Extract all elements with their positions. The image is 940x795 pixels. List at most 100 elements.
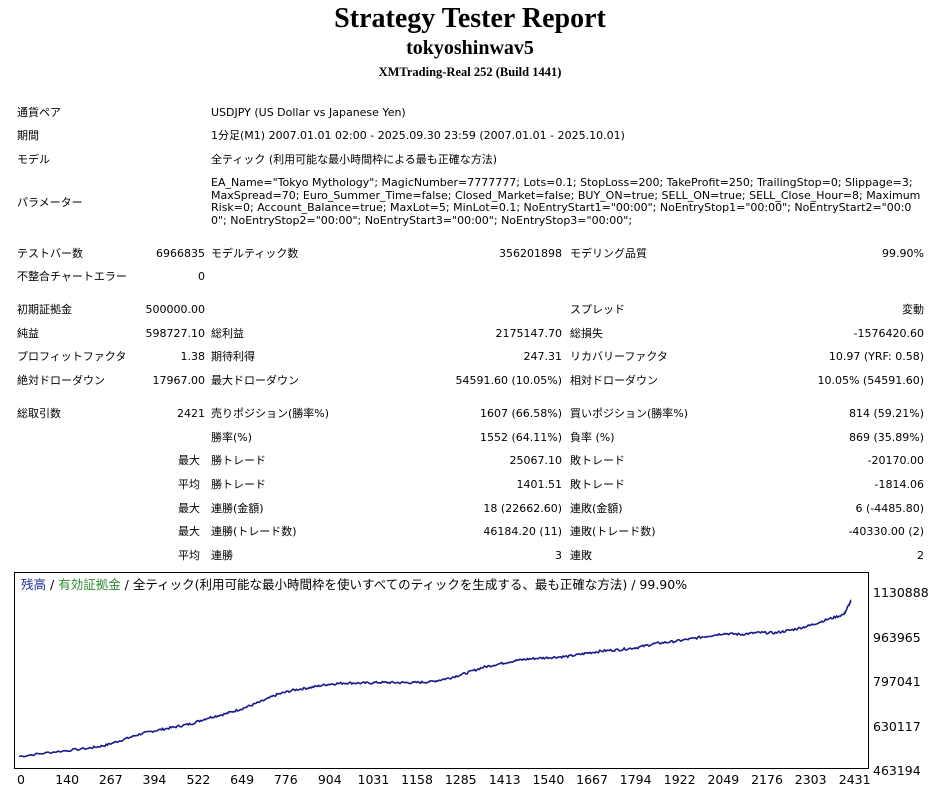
x-tick-label: 1794: [619, 772, 652, 787]
max-label-1: 最大: [178, 454, 200, 467]
model-value: 全ティック (利用可能な最小時間枠による最も正確な方法): [211, 153, 498, 166]
y-tick-label: 1130888: [873, 585, 929, 600]
chart-legend: 残高 / 有効証拠金 / 全ティック(利用可能な最小時間枠を使いすべてのティック…: [21, 577, 687, 593]
rel-dd-label: 相対ドローダウン: [570, 374, 658, 387]
x-tick-label: 1413: [488, 772, 521, 787]
deposit-value: 500000.00: [145, 303, 206, 316]
legend-balance: 残高: [21, 577, 47, 592]
x-tick-label: 1285: [444, 772, 477, 787]
x-tick-label: 2303: [794, 772, 827, 787]
x-tick-label: 522: [186, 772, 211, 787]
x-tick-label: 267: [98, 772, 123, 787]
mismatch-label: 不整合チャートエラー: [17, 270, 127, 283]
y-tick-label: 797041: [873, 674, 921, 689]
report-subtitle: tokyoshinwav5: [406, 37, 534, 59]
abs-dd-label: 絶対ドローダウン: [17, 374, 105, 387]
avg-cons-loss-label: 連敗: [570, 549, 592, 562]
max-dd-value: 54591.60 (10.05%): [455, 374, 562, 387]
avg-label-1: 平均: [178, 478, 200, 491]
quality-value: 99.90%: [882, 247, 924, 260]
long-label: 買いポジション(勝率%): [570, 407, 689, 420]
spread-label: スプレッド: [570, 303, 625, 316]
avg-label-2: 平均: [178, 549, 200, 562]
net-value: 598727.10: [145, 327, 206, 340]
lossrate-value: 869 (35.89%): [848, 431, 924, 444]
short-label: 売りポジション(勝率%): [211, 407, 330, 420]
avg-win-label: 勝トレード: [211, 478, 266, 491]
y-tick-label: 630117: [873, 718, 921, 734]
balance-chart-frame: [14, 572, 869, 769]
cons-loss-value: 6 (-4485.80): [855, 502, 924, 515]
bars-label: テストバー数: [17, 247, 83, 260]
net-label: 純益: [17, 327, 39, 340]
deposit-label: 初期証拠金: [17, 303, 72, 316]
long-value: 814 (59.21%): [848, 407, 924, 420]
max-label-2: 最大: [178, 502, 200, 515]
abs-dd-value: 17967.00: [152, 374, 206, 387]
avg-loss-value: -1814.06: [874, 478, 924, 491]
x-tick-label: 140: [55, 772, 80, 787]
x-tick-label: 2049: [707, 772, 740, 787]
model-label: モデル: [17, 153, 50, 166]
symbol-label: 通貨ペア: [17, 106, 61, 119]
report-title: Strategy Tester Report: [334, 3, 606, 34]
avg-cons-win-label: 連勝: [211, 549, 233, 562]
gross-profit-label: 総利益: [211, 327, 244, 340]
symbol-value: USDJPY (US Dollar vs Japanese Yen): [211, 106, 406, 119]
largest-win-label: 勝トレード: [211, 454, 266, 467]
x-tick-label: 1031: [357, 772, 390, 787]
cons-lossamt-value: -40330.00 (2): [848, 525, 924, 538]
mismatch-value: 0: [198, 270, 205, 283]
quality-label: モデリング品質: [570, 247, 647, 260]
pf-value: 1.38: [180, 350, 206, 363]
recovery-label: リカバリーファクタ: [570, 350, 668, 363]
x-tick-label: 394: [142, 772, 167, 787]
x-tick-label: 649: [230, 772, 255, 787]
trades-value: 2421: [177, 407, 205, 420]
cons-lossamt-label: 連敗(トレード数): [570, 525, 656, 538]
legend-model-text: 全ティック(利用可能な最小時間枠を使いすべてのティックを生成する、最も正確な方法…: [132, 577, 688, 592]
report-account: XMTrading-Real 252 (Build 1441): [378, 65, 562, 79]
legend-separator: /: [120, 577, 133, 592]
largest-win-value: 25067.10: [509, 454, 563, 467]
y-tick-label: 463194: [873, 763, 921, 778]
rel-dd-value: 10.05% (54591.60): [817, 374, 924, 387]
x-tick-label: 0: [17, 772, 25, 787]
x-tick-label: 2176: [751, 772, 783, 787]
expected-value: 247.31: [523, 350, 563, 363]
pf-label: プロフィットファクタ: [17, 350, 127, 363]
max-label-3: 最大: [178, 525, 200, 538]
cons-win-value: 18 (22662.60): [483, 502, 562, 515]
period-label: 期間: [17, 129, 39, 142]
winrate-value: 1552 (64.11%): [479, 431, 562, 444]
gross-loss-value: -1576420.60: [853, 327, 924, 340]
gross-profit-value: 2175147.70: [495, 327, 562, 340]
spread-value: 変動: [902, 303, 924, 316]
params-value: EA_Name="Tokyo Mythology"; MagicNumber=7…: [211, 176, 921, 228]
x-tick-label: 1667: [576, 772, 608, 787]
x-tick-label: 2431: [838, 772, 871, 787]
max-dd-label: 最大ドローダウン: [211, 374, 299, 387]
x-tick-label: 776: [273, 772, 298, 787]
gross-loss-label: 総損失: [570, 327, 603, 340]
ticks-label: モデルティック数: [211, 247, 299, 260]
avg-cons-win-value: 3: [555, 549, 562, 562]
winrate-label: 勝率(%): [211, 431, 253, 444]
ticks-value: 356201898: [499, 247, 562, 260]
x-tick-label: 904: [317, 772, 342, 787]
avg-cons-loss-value: 2: [917, 549, 924, 562]
recovery-value: 10.97 (YRF: 0.58): [828, 350, 924, 363]
y-tick-label: 963965: [873, 629, 921, 645]
legend-equity: 有効証拠金: [58, 577, 121, 592]
largest-loss-label: 敗トレード: [570, 454, 625, 467]
x-tick-label: 1540: [532, 772, 565, 787]
x-tick-label: 1922: [663, 772, 696, 787]
balance-line: [18, 599, 852, 758]
largest-loss-value: -20170.00: [867, 454, 924, 467]
x-tick-label: 1158: [401, 772, 433, 787]
cons-win-label: 連勝(金額): [211, 502, 264, 515]
bars-value: 6966835: [156, 247, 205, 260]
period-value: 1分足(M1) 2007.01.01 02:00 - 2025.09.30 23…: [211, 129, 625, 142]
cons-loss-label: 連敗(金額): [570, 502, 623, 515]
